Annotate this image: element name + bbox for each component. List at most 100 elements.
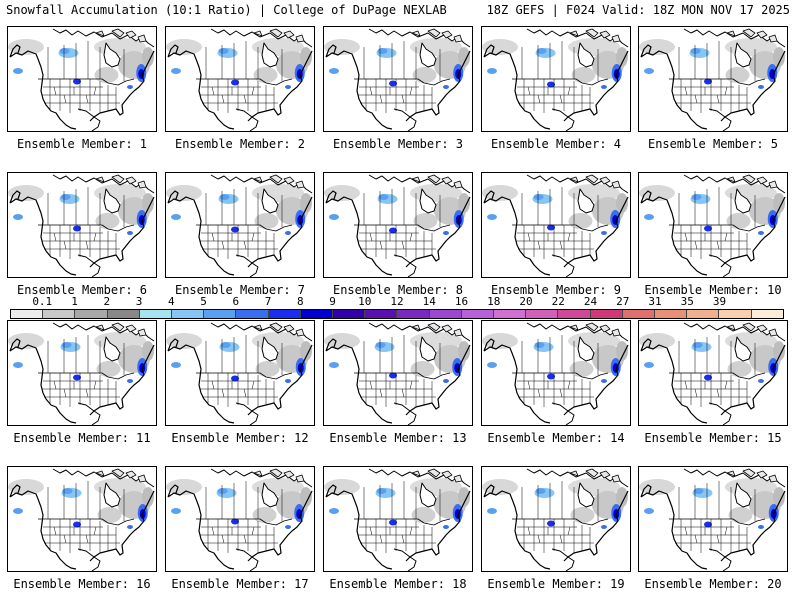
snow-area [458, 47, 470, 67]
snow-band [13, 362, 23, 368]
snow-area [142, 193, 154, 213]
snow-area [639, 185, 675, 201]
snow-band [217, 488, 228, 494]
ensemble-member-label: Ensemble Member: 12 [171, 431, 309, 445]
snow-band [704, 225, 712, 232]
snow-band [758, 379, 764, 383]
colorbar-swatch [622, 310, 656, 318]
snow-area [773, 47, 785, 67]
snowfall-map [639, 468, 786, 571]
snow-band [13, 214, 23, 220]
ensemble-member-label: Ensemble Member: 7 [174, 283, 306, 297]
ensemble-member-label: Ensemble Member: 14 [487, 431, 625, 445]
snow-band [534, 342, 545, 348]
snowfall-map [8, 322, 155, 425]
snow-area [324, 185, 360, 201]
snowfall-map [8, 468, 155, 571]
ensemble-member-map [638, 466, 788, 572]
snow-area [773, 193, 785, 213]
snow-band [62, 488, 73, 494]
snow-area [773, 487, 785, 507]
colorbar-swatch [590, 310, 623, 318]
snow-area [300, 487, 312, 507]
snow-band [285, 231, 291, 235]
snowfall-map [166, 468, 313, 571]
snow-band [219, 194, 230, 200]
ensemble-member-label: Ensemble Member: 17 [171, 577, 309, 591]
snow-band [127, 85, 133, 89]
colorbar-label: 9 [329, 295, 336, 308]
snow-area [616, 487, 628, 507]
snow-area [97, 507, 122, 523]
colorbar-swatch [526, 310, 559, 318]
colorbar-label: 2 [103, 295, 111, 308]
map-title: Snowfall Accumulation (10:1 Ratio) | Col… [6, 3, 447, 17]
snowfall-map [639, 322, 786, 425]
snow-area [252, 507, 277, 523]
snow-area [458, 193, 470, 213]
ensemble-member-label: Ensemble Member: 3 [332, 137, 464, 151]
snow-band [601, 231, 607, 235]
snow-band [758, 85, 764, 89]
snow-band [171, 68, 181, 74]
colorbar [10, 309, 784, 319]
snow-band [218, 48, 229, 54]
ensemble-member-label: Ensemble Member: 4 [490, 137, 622, 151]
snow-band [389, 519, 397, 526]
colorbar-swatch [172, 310, 205, 318]
colorbar-swatch [75, 310, 108, 318]
snowfall-map [324, 174, 471, 277]
colorbar-label: 18 [487, 295, 501, 308]
snow-band [231, 518, 239, 525]
snowfall-map [8, 28, 155, 131]
colorbar-label: 0.1 [32, 295, 53, 308]
snow-area [255, 361, 280, 377]
snow-band [644, 508, 654, 514]
ensemble-member-label: Ensemble Member: 11 [13, 431, 151, 445]
colorbar-label: 20 [519, 295, 533, 308]
snow-band [601, 379, 607, 383]
ensemble-member-map [165, 320, 315, 426]
snow-area [413, 213, 438, 229]
ensemble-member-map [481, 172, 631, 278]
snow-area [8, 333, 44, 349]
snow-area [324, 479, 360, 495]
snow-area [166, 333, 202, 349]
snow-area [8, 185, 44, 201]
snow-band [547, 520, 555, 527]
ensemble-member-map [638, 26, 788, 132]
ensemble-member-map [7, 320, 157, 426]
colorbar-swatch [687, 310, 720, 318]
colorbar-label: 16 [454, 295, 469, 308]
snow-band [60, 194, 71, 200]
colorbar-label: 39 [712, 295, 727, 308]
snow-band [377, 48, 388, 54]
snow-band [487, 214, 497, 220]
snow-band [61, 342, 72, 348]
snow-area [95, 213, 120, 229]
colorbar-swatch [365, 310, 398, 318]
snow-band [329, 214, 339, 220]
ensemble-member-map [638, 320, 788, 426]
ensemble-member-map [7, 26, 157, 132]
snowfall-map [166, 28, 313, 131]
snow-band [389, 372, 397, 379]
ensemble-member-label: Ensemble Member: 19 [487, 577, 625, 591]
colorbar-labels: 0.1 1 2 3 4 5 6 7 8 9 10 12 14 16 18 20 22 24 27 31 35 39 [10, 296, 784, 308]
snow-area [639, 39, 675, 55]
colorbar-label: 35 [680, 295, 694, 308]
snowfall-map [482, 174, 629, 277]
snow-band [73, 521, 81, 528]
snow-area [411, 507, 436, 523]
snow-area [166, 185, 202, 201]
ensemble-member-map [7, 172, 157, 278]
snow-area [569, 361, 594, 377]
colorbar-swatch [655, 310, 688, 318]
ensemble-member-label: Ensemble Member: 6 [16, 283, 148, 297]
snow-band [285, 379, 291, 383]
snow-band [443, 379, 449, 383]
ensemble-member-map [165, 26, 315, 132]
snow-area [8, 479, 44, 495]
snow-band [231, 79, 239, 86]
ensemble-member-map [7, 466, 157, 572]
